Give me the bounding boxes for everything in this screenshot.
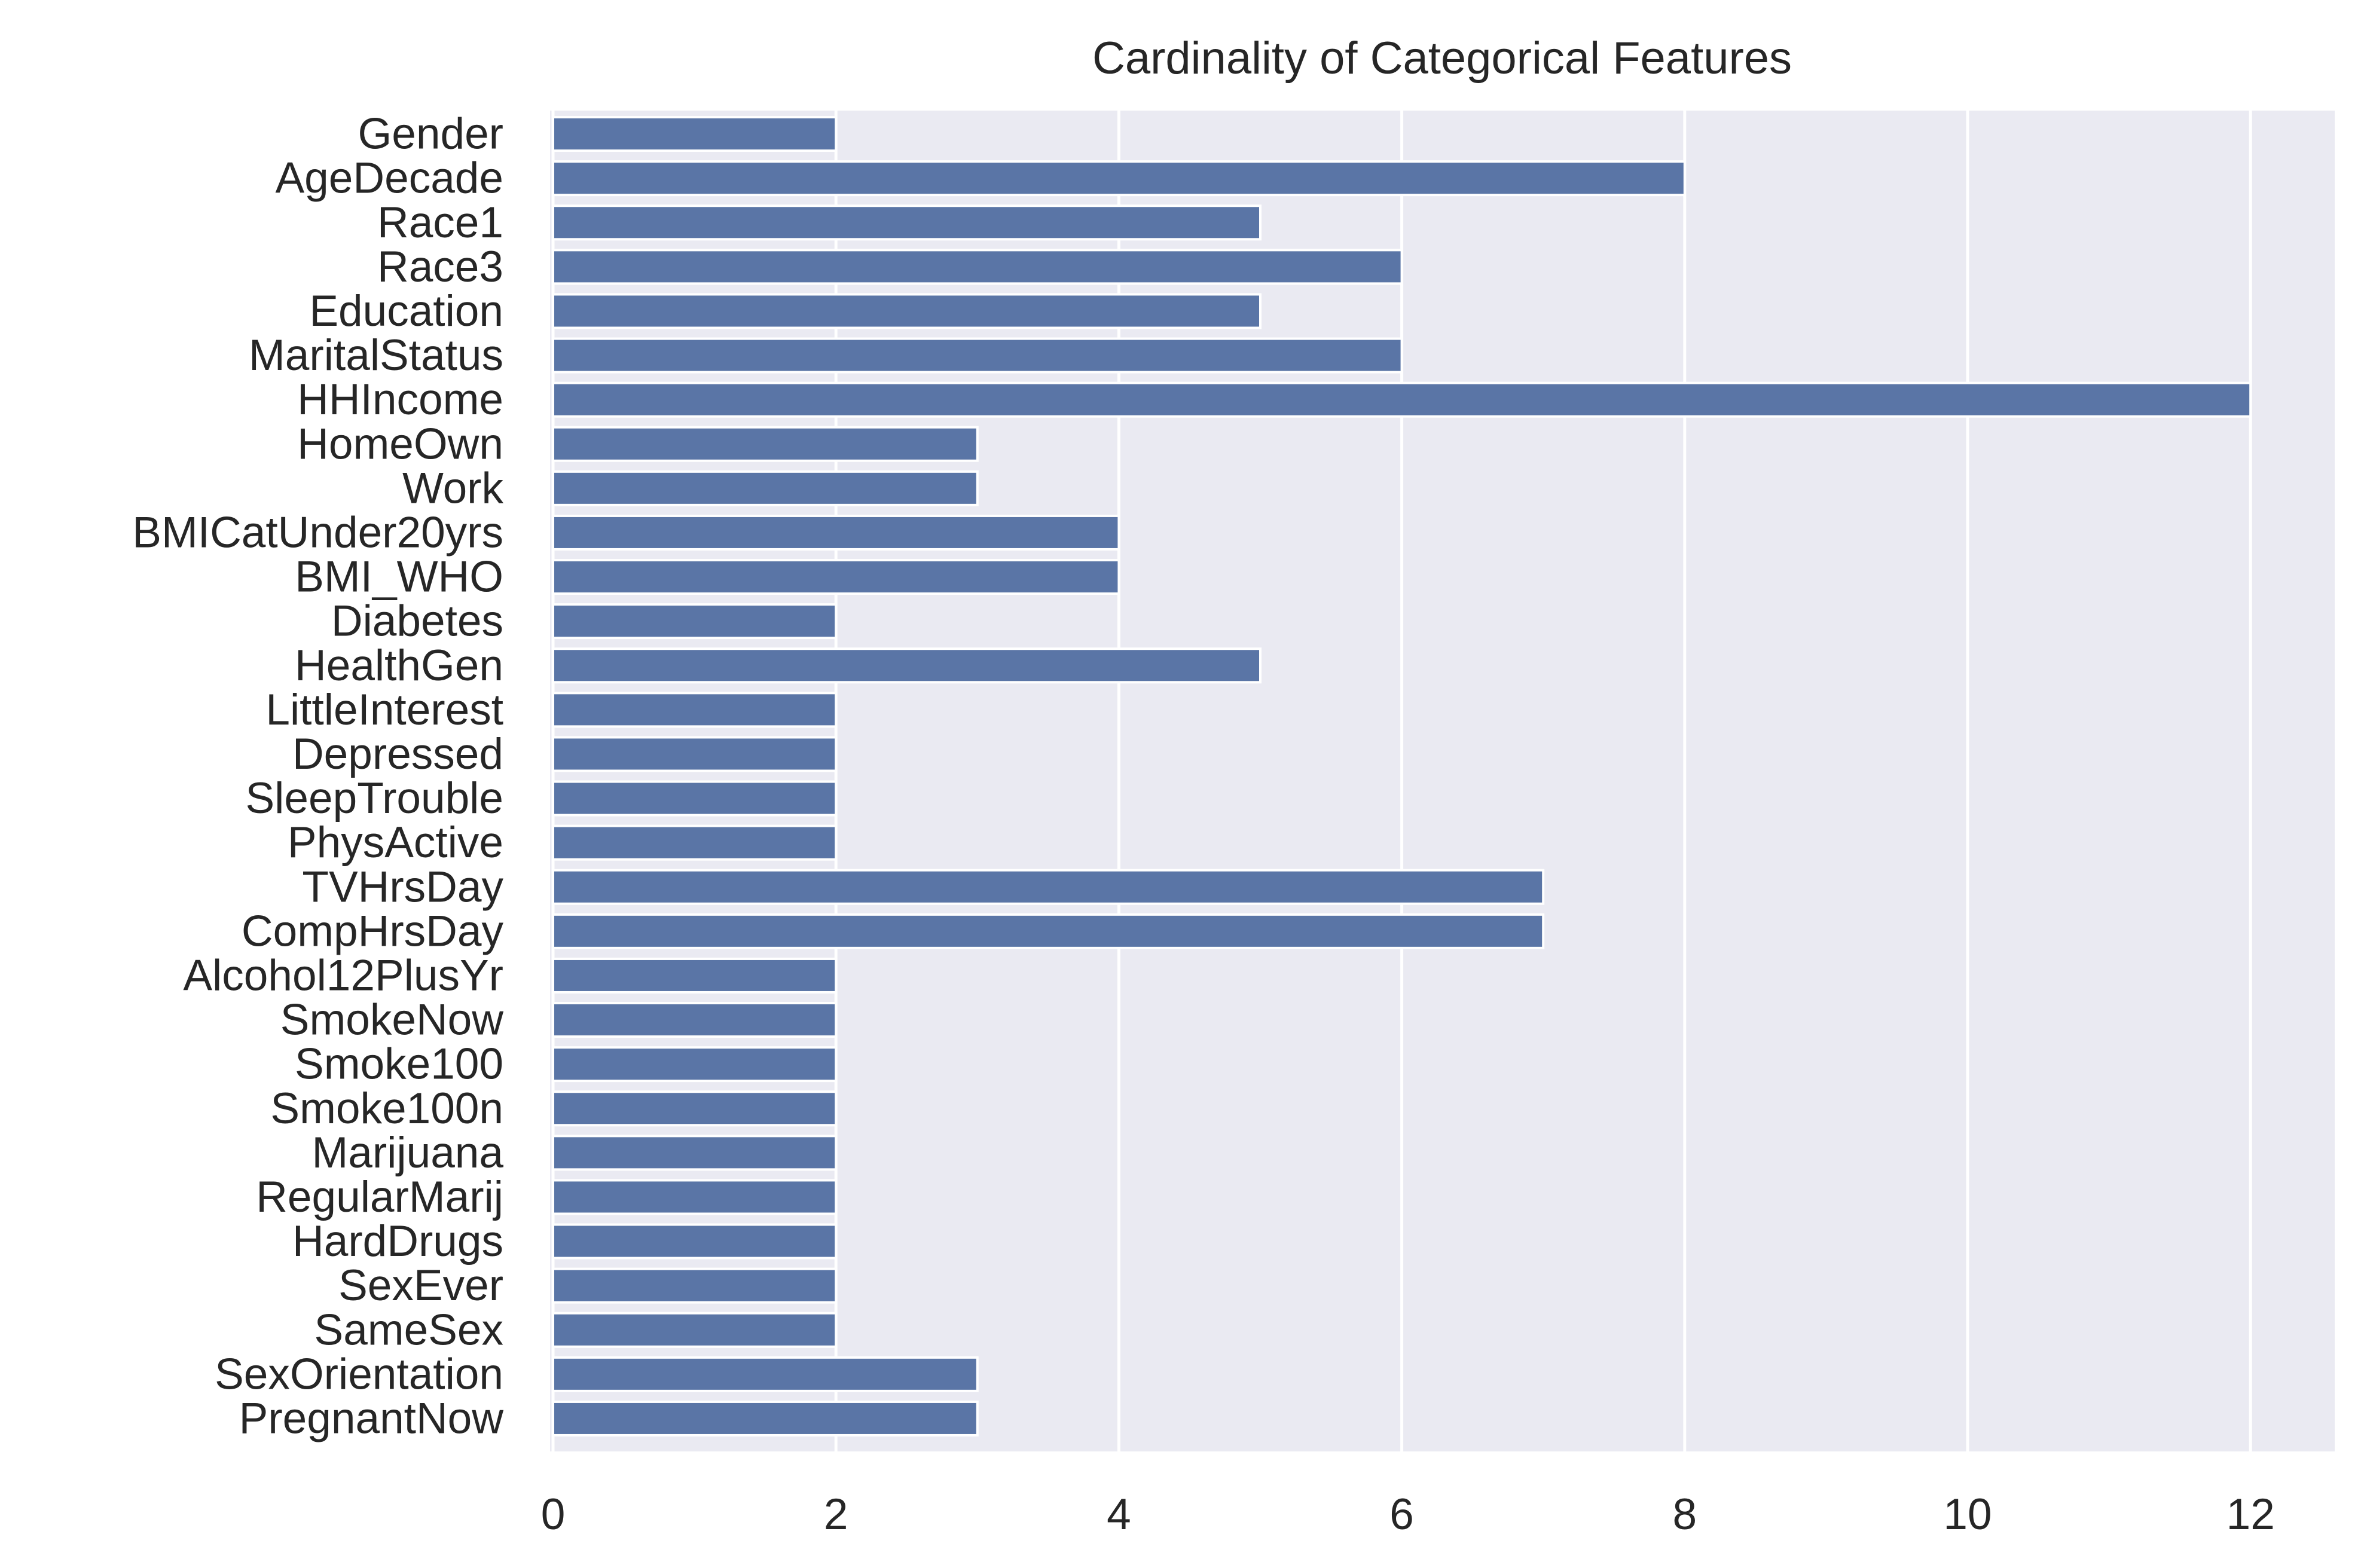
y-tick-label: HomeOwn xyxy=(297,420,503,468)
y-tick-label: SleepTrouble xyxy=(245,774,503,823)
y-tick-label: Depressed xyxy=(292,730,503,778)
bar xyxy=(552,1223,838,1260)
y-tick-label: Diabetes xyxy=(331,597,503,646)
y-tick-label: Smoke100n xyxy=(270,1084,503,1133)
plot-background xyxy=(550,111,2335,1451)
bar xyxy=(552,1400,979,1436)
x-tick-labels: 0 2 4 6 8 10 12 xyxy=(541,1490,2275,1539)
bar xyxy=(552,1267,838,1304)
y-tick-label: HHIncome xyxy=(297,375,503,424)
bar xyxy=(552,647,1262,684)
x-tick-label: 6 xyxy=(1389,1490,1414,1539)
y-tick-label: Smoke100 xyxy=(295,1040,503,1089)
bar xyxy=(552,514,1120,551)
y-tick-label: Alcohol12PlusYr xyxy=(183,951,503,1000)
y-tick-label: SexEver xyxy=(338,1261,503,1310)
bar xyxy=(552,1356,979,1392)
x-tick-label: 10 xyxy=(1943,1490,1992,1539)
bar xyxy=(552,603,838,640)
bar xyxy=(552,869,1545,905)
x-tick-label: 2 xyxy=(824,1490,848,1539)
y-tick-labels: GenderAgeDecadeRace1Race3EducationMarita… xyxy=(132,110,503,1443)
y-tick-label: Education xyxy=(309,287,503,335)
bar xyxy=(552,736,838,772)
y-tick-label: Marijuana xyxy=(311,1129,503,1177)
bar xyxy=(552,1135,838,1171)
bar xyxy=(552,337,1403,374)
bar xyxy=(552,381,2252,418)
y-tick-label: Race1 xyxy=(377,198,503,247)
bar xyxy=(552,1046,838,1083)
bar xyxy=(552,116,838,152)
y-tick-label: HealthGen xyxy=(295,641,503,690)
bars xyxy=(552,116,2252,1436)
y-tick-label: RegularMarij xyxy=(256,1173,503,1221)
y-tick-label: PregnantNow xyxy=(239,1394,504,1442)
y-tick-label: SmokeNow xyxy=(280,996,504,1044)
bar xyxy=(552,293,1262,329)
y-tick-label: Race3 xyxy=(377,243,503,291)
y-tick-label: Gender xyxy=(358,110,504,158)
bar xyxy=(552,957,838,994)
chart-title: Cardinality of Categorical Features xyxy=(1092,33,1792,84)
x-tick-label: 4 xyxy=(1107,1490,1131,1539)
bar xyxy=(552,1312,838,1348)
y-tick-label: MaritalStatus xyxy=(249,331,503,380)
bar xyxy=(552,1002,838,1038)
bar xyxy=(552,559,1120,595)
bar xyxy=(552,426,979,462)
x-tick-label: 8 xyxy=(1672,1490,1697,1539)
y-tick-label: PhysActive xyxy=(288,818,503,867)
bar xyxy=(552,692,838,728)
x-tick-label: 12 xyxy=(2226,1490,2275,1539)
bar xyxy=(552,780,838,817)
bar xyxy=(552,1090,838,1127)
y-tick-label: CompHrsDay xyxy=(242,907,504,955)
bar xyxy=(552,1179,838,1215)
y-tick-label: SexOrientation xyxy=(215,1350,503,1398)
bar xyxy=(552,160,1686,197)
bar xyxy=(552,824,838,861)
y-tick-label: BMI_WHO xyxy=(295,553,503,601)
y-tick-label: HardDrugs xyxy=(292,1217,503,1266)
bar xyxy=(552,470,979,506)
y-tick-label: SameSex xyxy=(314,1306,504,1354)
bar xyxy=(552,249,1403,285)
y-tick-label: BMICatUnder20yrs xyxy=(132,508,503,557)
x-tick-label: 0 xyxy=(541,1490,566,1539)
y-tick-label: Work xyxy=(402,464,503,512)
bar xyxy=(552,204,1262,241)
y-tick-label: AgeDecade xyxy=(275,154,503,203)
y-tick-label: TVHrsDay xyxy=(302,863,503,911)
y-tick-label: LittleInterest xyxy=(265,686,503,734)
bar xyxy=(552,913,1545,949)
